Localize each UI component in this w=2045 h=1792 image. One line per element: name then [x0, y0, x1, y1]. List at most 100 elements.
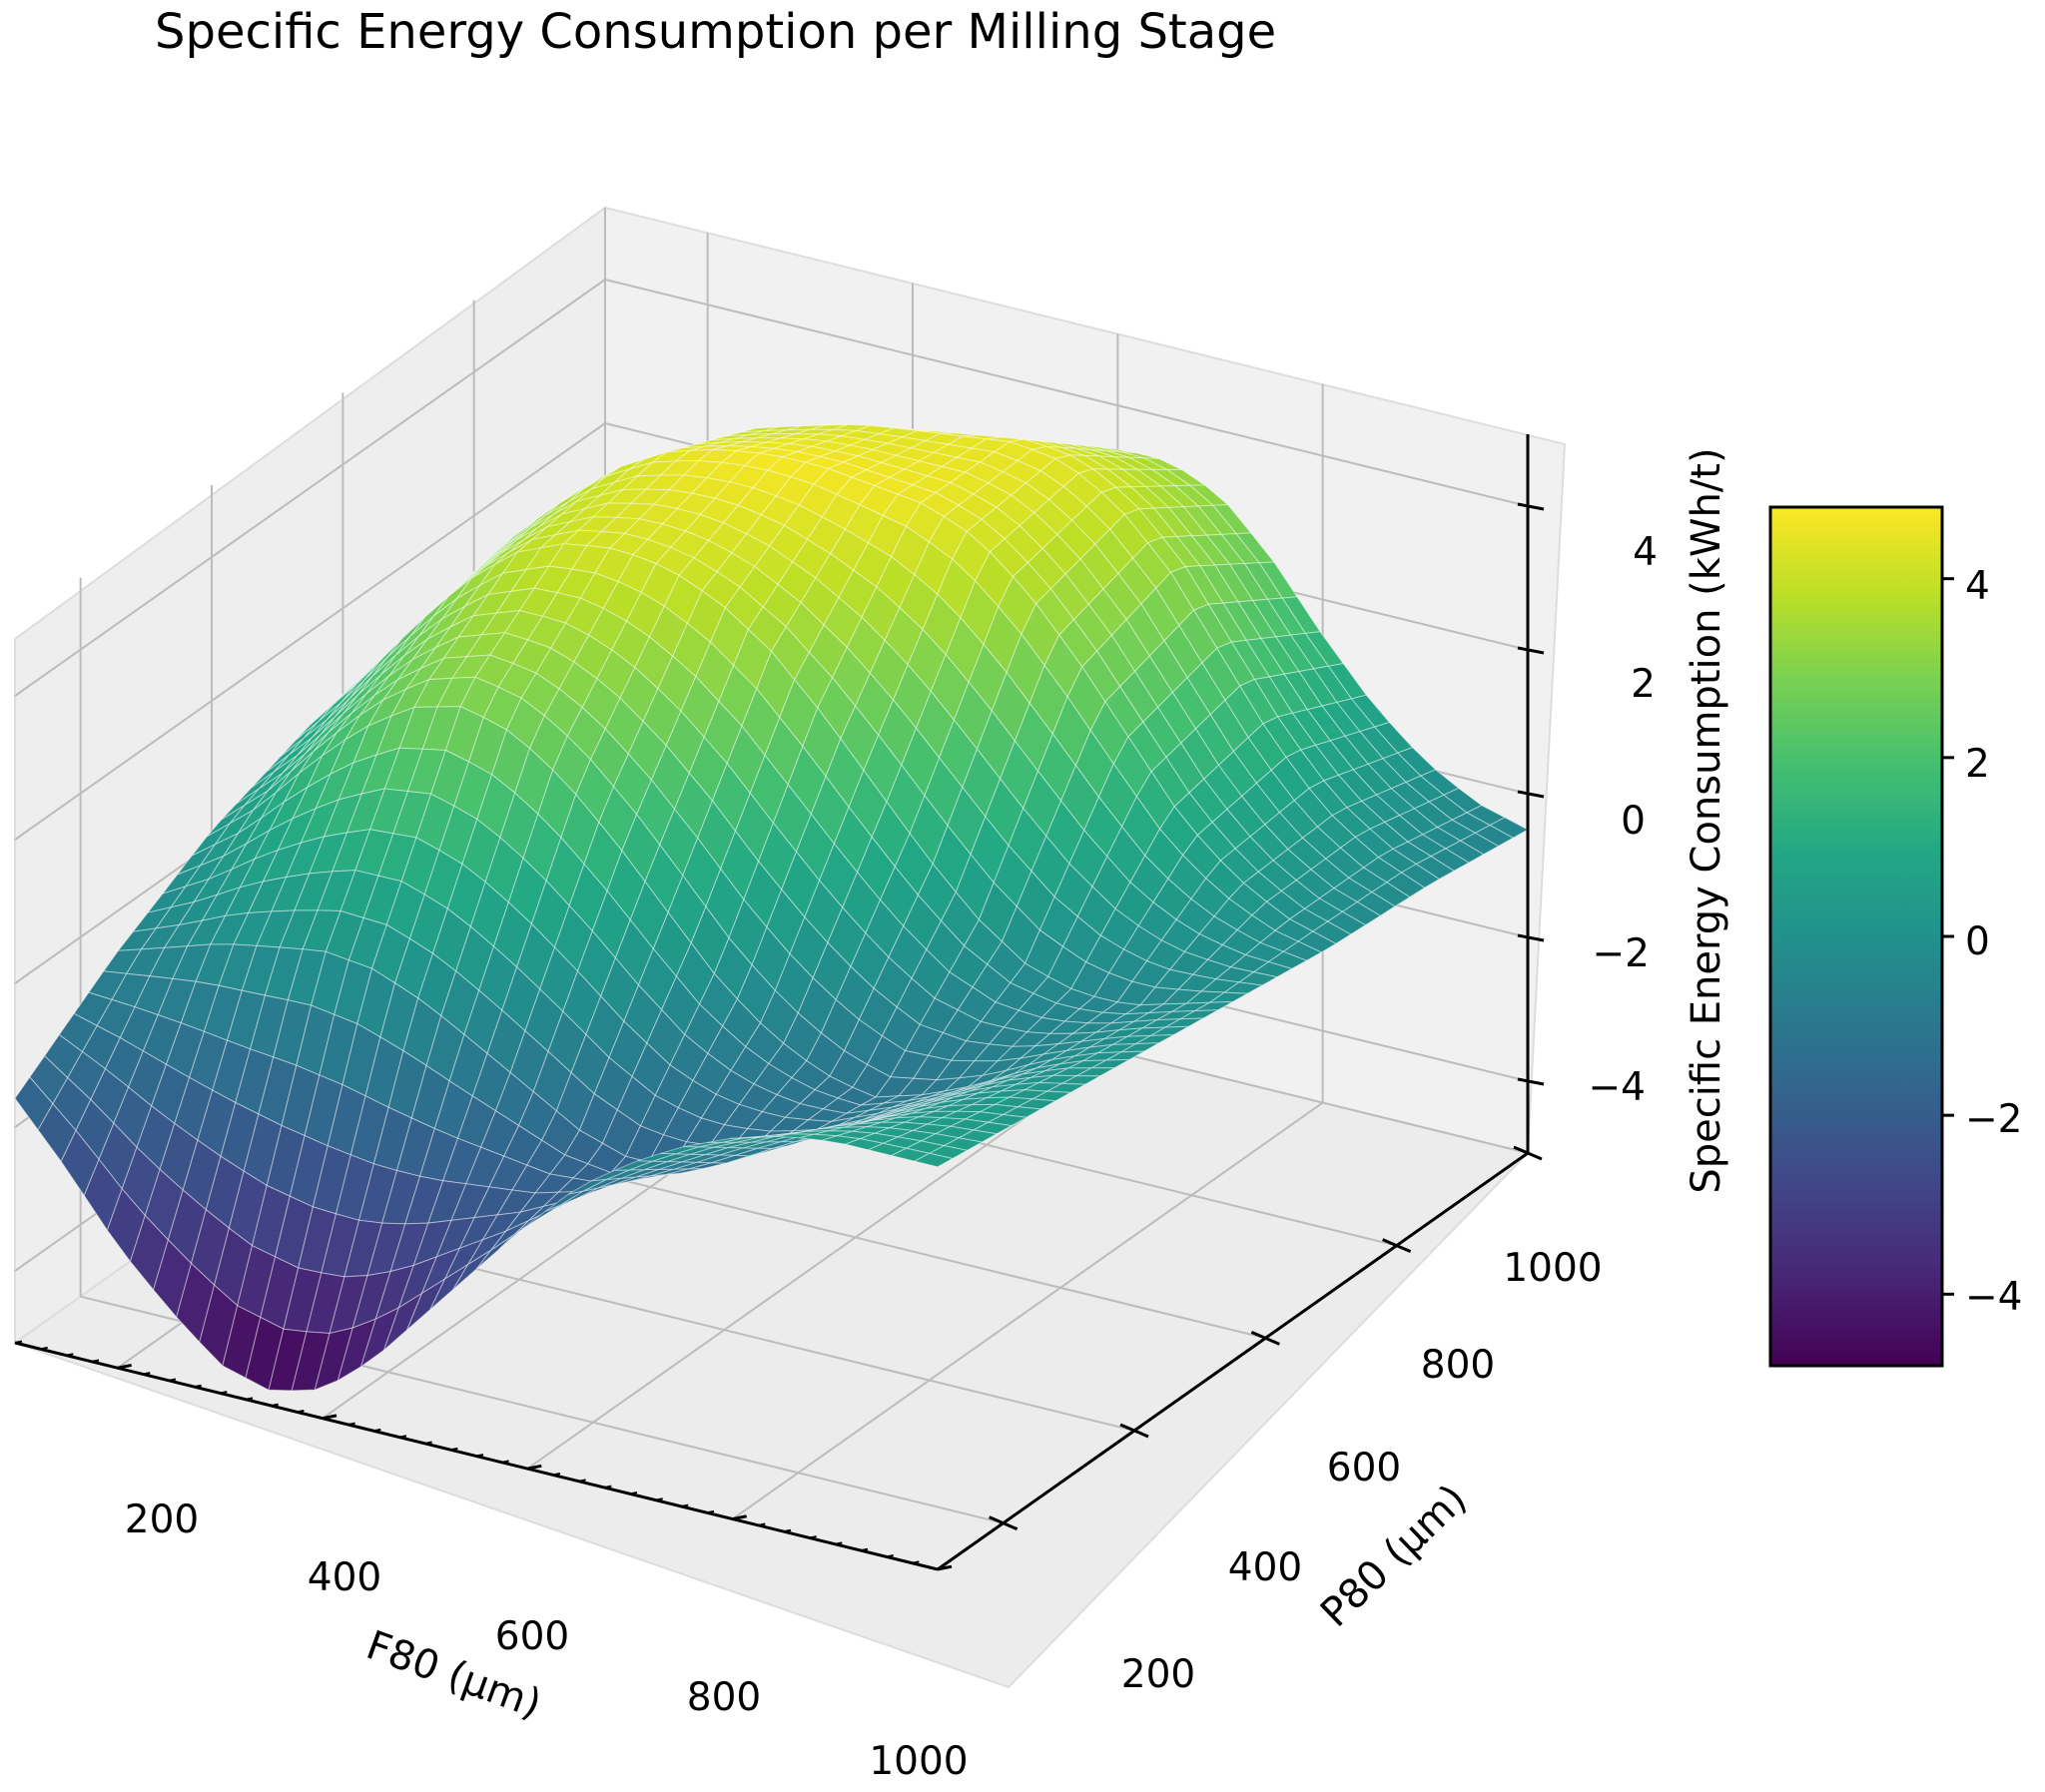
- x-minor-tick: [706, 1509, 715, 1514]
- surface-patch: [1459, 832, 1500, 856]
- surface-patch: [1429, 848, 1470, 872]
- x-minor-tick: [398, 1435, 407, 1439]
- grid-line: [14, 279, 606, 697]
- x-minor-tick: [912, 1560, 920, 1564]
- x-tick-labels: 200 400 600 800 1000: [125, 1497, 969, 1784]
- x-major-tick: [937, 1564, 953, 1571]
- x-minor-tick: [552, 1473, 561, 1477]
- x-minor-tick: [91, 1359, 100, 1363]
- y-axis-line: [937, 1151, 1529, 1571]
- x-minor-tick: [347, 1422, 355, 1426]
- surface-patch: [913, 1152, 955, 1168]
- x-minor-tick: [220, 1391, 228, 1395]
- surface-patch: [1001, 1106, 1043, 1118]
- surface-patch: [1135, 1034, 1174, 1045]
- grid-line: [604, 279, 1529, 507]
- x-minor-tick: [66, 1353, 74, 1357]
- surface-patch: [1326, 910, 1367, 935]
- x-minor-tick: [194, 1384, 202, 1389]
- y-tick-label: 1000: [1503, 1246, 1602, 1291]
- grid-line: [14, 422, 606, 841]
- y-tick: [1382, 1238, 1412, 1254]
- z-tick: [1517, 1077, 1545, 1086]
- colorbar-tick-label: 2: [1965, 742, 1990, 787]
- z-tick: [1517, 502, 1545, 511]
- grid-line: [526, 1051, 1118, 1470]
- y-tick: [1250, 1330, 1280, 1346]
- x-tick-label: 600: [495, 1614, 569, 1659]
- x-minor-tick: [758, 1522, 766, 1526]
- y-axis-label: P80 (µm): [1312, 1476, 1476, 1635]
- x-minor-tick: [14, 1340, 23, 1344]
- y-tick-label: 200: [1121, 1652, 1195, 1697]
- x-minor-tick: [450, 1447, 458, 1452]
- colorbar-tick-label: −4: [1965, 1275, 2023, 1320]
- surface-patch: [1474, 825, 1515, 848]
- chart-title: Specific Energy Consumption per Milling …: [155, 4, 1276, 60]
- y-tick-label: 600: [1327, 1446, 1401, 1491]
- x-minor-tick: [860, 1547, 869, 1552]
- x-major-tick: [322, 1414, 338, 1421]
- x-minor-tick: [168, 1378, 177, 1382]
- surface-patch: [1400, 863, 1441, 889]
- surface-patch: [1222, 981, 1264, 994]
- x-minor-tick: [501, 1460, 509, 1464]
- surface-patch: [1045, 1082, 1087, 1093]
- colorbar-tick-label: −2: [1965, 1097, 2023, 1142]
- x-tick-label: 200: [125, 1497, 199, 1542]
- colorbar-tick-label: 0: [1965, 919, 1990, 964]
- x-minor-tick: [245, 1397, 254, 1401]
- x-minor-tick: [424, 1441, 432, 1445]
- z-tick-label: −4: [1589, 1065, 1647, 1110]
- surface-mesh: [14, 423, 1530, 1392]
- y-tick: [1513, 1145, 1543, 1161]
- surface-patch: [1030, 1090, 1072, 1102]
- y-tick: [989, 1515, 1019, 1531]
- x-minor-tick: [604, 1485, 612, 1490]
- x-minor-tick: [40, 1346, 48, 1351]
- colorbar: [1768, 505, 1944, 1368]
- z-tick-label: 0: [1621, 799, 1646, 844]
- x-minor-tick: [809, 1535, 817, 1539]
- colorbar-label: Specific Energy Consumption (kWh/t): [1684, 447, 1729, 1193]
- x-minor-tick: [655, 1497, 663, 1501]
- x-minor-tick: [835, 1541, 843, 1545]
- surface-patch: [1341, 900, 1382, 926]
- surface-patch: [1415, 856, 1456, 881]
- x-major-tick: [527, 1464, 542, 1471]
- axes-lines: [14, 434, 1545, 1571]
- x-minor-tick: [297, 1409, 305, 1414]
- surface-patch: [1297, 930, 1337, 953]
- z-tick: [1517, 933, 1545, 942]
- surface-patch: [1282, 940, 1323, 961]
- x-minor-tick: [681, 1503, 689, 1507]
- x-minor-tick: [783, 1528, 792, 1533]
- surface-patch: [1016, 1098, 1057, 1110]
- x-tick-label: 400: [308, 1555, 381, 1600]
- x-minor-tick: [475, 1454, 484, 1458]
- y-tick-label: 800: [1421, 1343, 1495, 1388]
- colorbar-ticks: [1942, 577, 1954, 1296]
- x-minor-tick: [886, 1554, 894, 1558]
- x-minor-tick: [143, 1372, 151, 1376]
- x-minor-tick: [271, 1403, 279, 1408]
- surface-patch: [957, 1129, 999, 1143]
- y-tick-labels: 200 400 600 800 1000: [1121, 1246, 1603, 1697]
- x-minor-tick: [373, 1428, 381, 1433]
- colorbar-tick-label: 4: [1965, 564, 1990, 609]
- surface-patch: [1311, 920, 1352, 944]
- surface-patch: [1090, 1058, 1130, 1069]
- z-tick-label: 4: [1633, 530, 1658, 575]
- z-tick: [1517, 790, 1545, 799]
- x-tick-label: 1000: [869, 1739, 968, 1784]
- z-tick: [1517, 646, 1545, 655]
- z-tick-labels: −4 −2 0 2 4: [1589, 530, 1659, 1110]
- x-minor-tick: [578, 1479, 586, 1483]
- z-tick-label: 2: [1631, 662, 1656, 707]
- surface-patch: [1252, 960, 1293, 978]
- colorbar-tick-labels: −4 −2 0 2 4: [1965, 564, 2023, 1320]
- x-major-tick: [117, 1363, 132, 1370]
- x-tick-label: 800: [687, 1675, 761, 1720]
- surface-patch: [1105, 1050, 1145, 1061]
